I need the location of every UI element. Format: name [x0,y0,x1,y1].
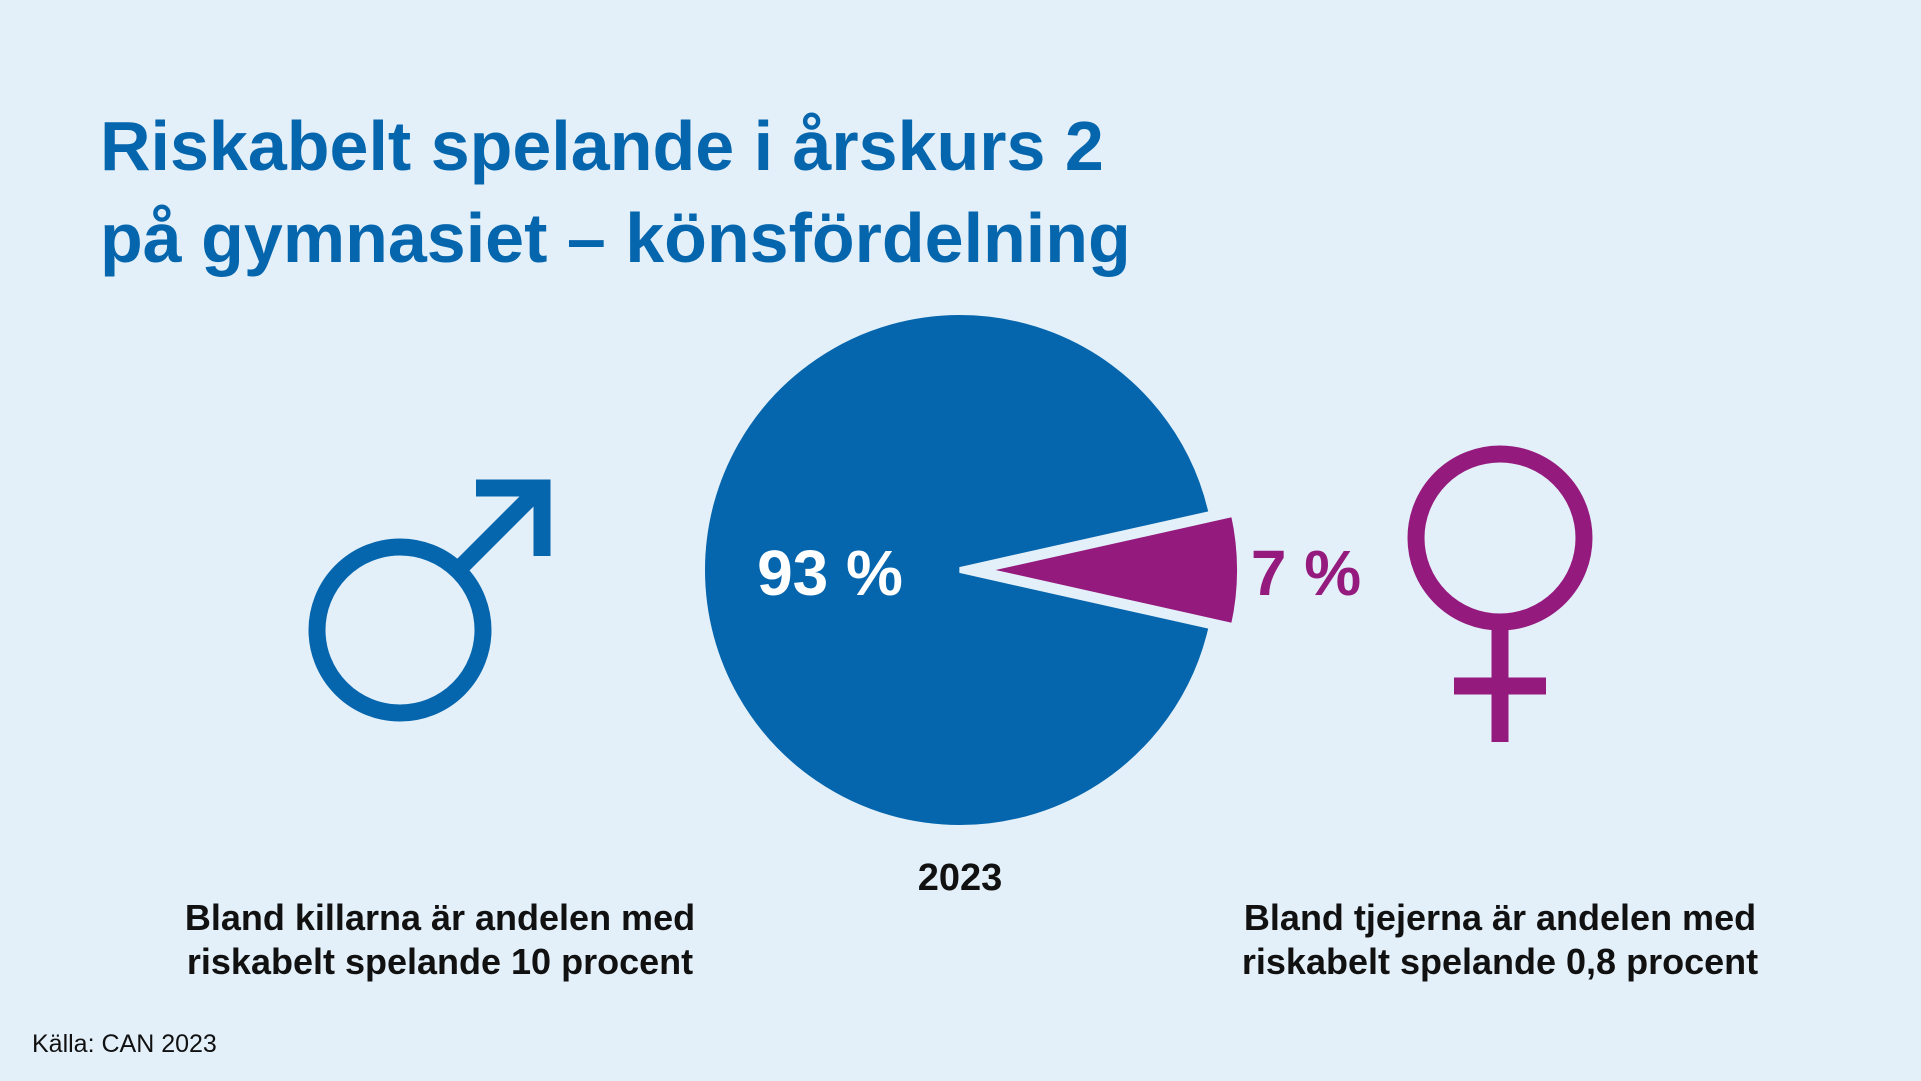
pie-slice-2 [981,510,1243,630]
chart-year-label: 2023 [918,857,1003,899]
source-note: Källa: CAN 2023 [32,1030,217,1058]
caption-female: Bland tjejerna är andelen med riskabelt … [1150,896,1850,984]
data-label-1: 93 % [757,537,903,609]
male-symbol-icon [308,479,551,722]
caption-male-line-2: riskabelt spelande 10 procent [186,941,694,982]
data-label-2: 7 % [1251,537,1361,609]
caption-male: Bland killarna är andelen med riskabelt … [90,896,790,984]
title-line-1: Riskabelt spelande i årskurs 2 [100,107,1104,185]
caption-female-line-1: Bland tjejerna är andelen med [1243,897,1757,938]
caption-male-line-1: Bland killarna är andelen med [184,897,696,938]
female-symbol-icon [1407,445,1593,742]
chart-title: Riskabelt spelande i årskurs 2 på gymnas… [100,100,1300,284]
title-line-2: på gymnasiet – könsfördelning [100,199,1131,277]
caption-female-line-2: riskabelt spelande 0,8 procent [1241,941,1759,982]
pie-slice-1 [699,309,1216,831]
